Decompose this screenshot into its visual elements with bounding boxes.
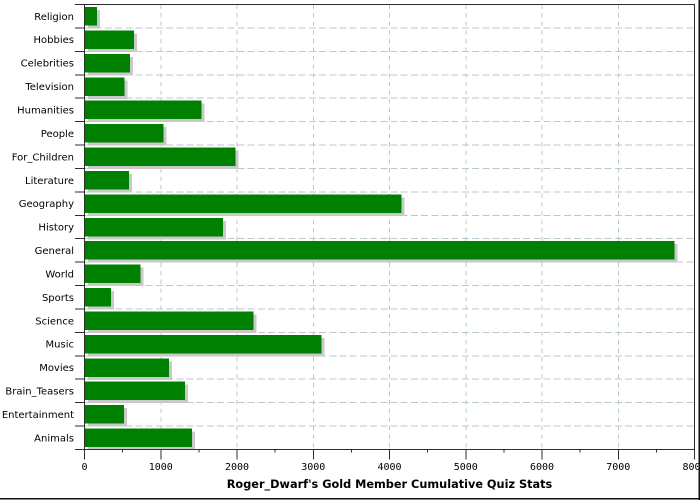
x-tick-label: 1000 (149, 462, 173, 473)
category-label: Literature (25, 176, 74, 187)
labels-layer: Religion Hobbies Celebrities Television Huma… (2, 12, 700, 473)
category-label: Celebrities (21, 59, 74, 70)
x-tick-label: 5000 (454, 462, 478, 473)
bar-science (85, 311, 254, 330)
bar-world (85, 264, 141, 284)
bar-animals (85, 428, 193, 448)
bars-layer (85, 7, 678, 451)
bar-movies (85, 358, 169, 377)
bar-hobbies (85, 30, 134, 49)
category-label: For_Children (12, 152, 74, 163)
category-label: Television (24, 82, 74, 93)
x-tick-label: 4000 (377, 462, 401, 473)
category-label: Science (35, 316, 74, 327)
x-tick-label: 0 (81, 462, 87, 473)
category-label: Brain_Teasers (5, 387, 74, 398)
chart-title: Roger_Dwarf's Gold Member Cumulative Qui… (227, 478, 553, 491)
frame-bottom-edge (0, 497, 700, 500)
frame-right-edge (698, 0, 700, 500)
bar-history (85, 217, 224, 237)
bar-for_children (85, 147, 236, 167)
category-label: People (41, 129, 74, 140)
category-label: Geography (19, 199, 74, 210)
x-tick-label: 6000 (530, 462, 554, 473)
category-label: Religion (34, 12, 74, 23)
bar-literature (85, 170, 130, 190)
bar-celebrities (85, 53, 130, 73)
category-label: Animals (34, 433, 74, 444)
category-label: Music (46, 340, 74, 351)
category-label: Humanities (17, 105, 74, 116)
category-label: World (45, 269, 74, 280)
bar-humanities (85, 100, 202, 120)
category-label: Hobbies (34, 35, 74, 46)
bar-music (85, 334, 322, 354)
bar-geography (85, 194, 402, 213)
category-label: History (38, 223, 74, 234)
axis-layer (75, 4, 695, 460)
bar-sports (85, 288, 111, 307)
x-tick-label: 2000 (225, 462, 249, 473)
bar-television (85, 77, 125, 96)
category-label: Entertainment (2, 410, 74, 421)
x-tick-label: 8000 (682, 462, 700, 473)
bar-religion (85, 7, 97, 26)
bar-entertainment (85, 405, 124, 424)
category-label: General (35, 246, 74, 257)
bar-brain_teasers (85, 381, 185, 401)
bar-people (85, 124, 164, 143)
x-tick-label: 3000 (301, 462, 325, 473)
category-label: Movies (39, 363, 74, 374)
x-tick-label: 7000 (606, 462, 630, 473)
bar-general (85, 241, 675, 260)
category-label: Sports (42, 293, 74, 304)
